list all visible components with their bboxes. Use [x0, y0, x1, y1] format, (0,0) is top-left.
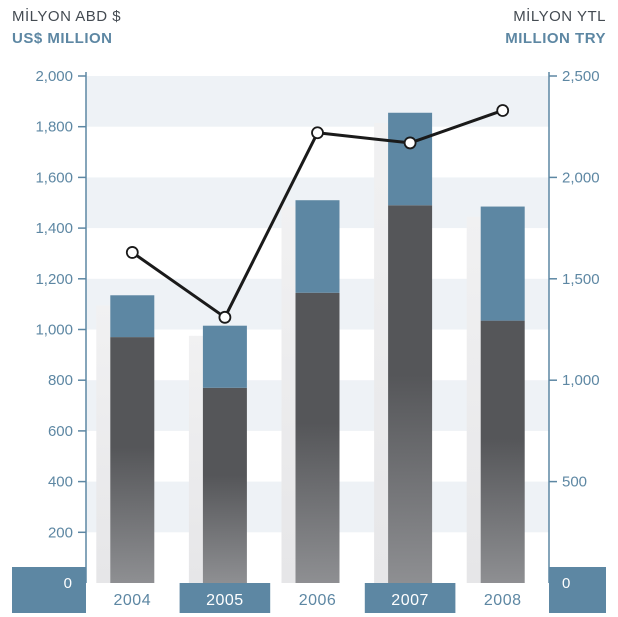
- right-axis-unit-en: MILLION TRY: [505, 30, 606, 47]
- left-tick-label: 1,400: [35, 220, 73, 237]
- left-tick-label: 1,600: [35, 169, 73, 186]
- line-point: [403, 136, 417, 150]
- category-label: 2006: [299, 592, 337, 609]
- bar-dark: [110, 337, 155, 583]
- line-point: [311, 126, 324, 140]
- category-box: [179, 583, 271, 613]
- category-label: 2005: [206, 592, 244, 609]
- left-tick-label: 1,200: [35, 271, 73, 288]
- right-tick-label: 500: [562, 474, 587, 491]
- right-axis-unit: MİLYON YTL MILLION TRY: [505, 6, 606, 50]
- left-tick-label: 800: [48, 372, 73, 389]
- bar-dark: [388, 205, 433, 583]
- left-tick-label: 400: [48, 474, 73, 491]
- left-tick-label: 600: [48, 423, 73, 440]
- bar-dark: [480, 320, 525, 583]
- left-axis-unit: MİLYON ABD $ US$ MILLION: [12, 6, 121, 50]
- right-tick-label: 2,500: [562, 68, 600, 85]
- category-box: [364, 583, 456, 613]
- line-point: [125, 246, 139, 259]
- bar-blue: [202, 325, 247, 388]
- left-tick-label: 200: [48, 524, 73, 541]
- right-tick-label: 2,000: [562, 169, 600, 186]
- left-axis-unit-tr: MİLYON ABD $: [12, 8, 122, 25]
- left-tick-label: 1,000: [35, 322, 73, 339]
- right-axis-unit-tr: MİLYON YTL: [513, 8, 606, 25]
- left-tick-label: 1,800: [35, 119, 73, 136]
- bar-dark: [295, 292, 340, 583]
- line-point: [218, 310, 232, 324]
- line-point: [496, 104, 510, 117]
- right-zero-label: 0: [562, 575, 570, 592]
- category-label: 2008: [484, 592, 522, 609]
- category-label: 2004: [114, 592, 152, 609]
- left-axis-unit-en: US$ MILLION: [12, 30, 113, 47]
- bar-blue: [388, 112, 433, 206]
- right-tick-label: 1,500: [562, 271, 600, 288]
- bar-blue: [110, 295, 155, 338]
- right-tick-label: 1,000: [562, 372, 600, 389]
- left-tick-label: 2,000: [35, 68, 73, 85]
- grid-band: [86, 76, 549, 127]
- left-zero-box: [12, 567, 86, 613]
- right-zero-box: [549, 567, 606, 613]
- bar-blue: [480, 206, 525, 321]
- left-zero-label: 0: [64, 575, 72, 592]
- category-label: 2007: [391, 592, 429, 609]
- bar-blue: [295, 200, 340, 293]
- bar-dark: [202, 387, 247, 583]
